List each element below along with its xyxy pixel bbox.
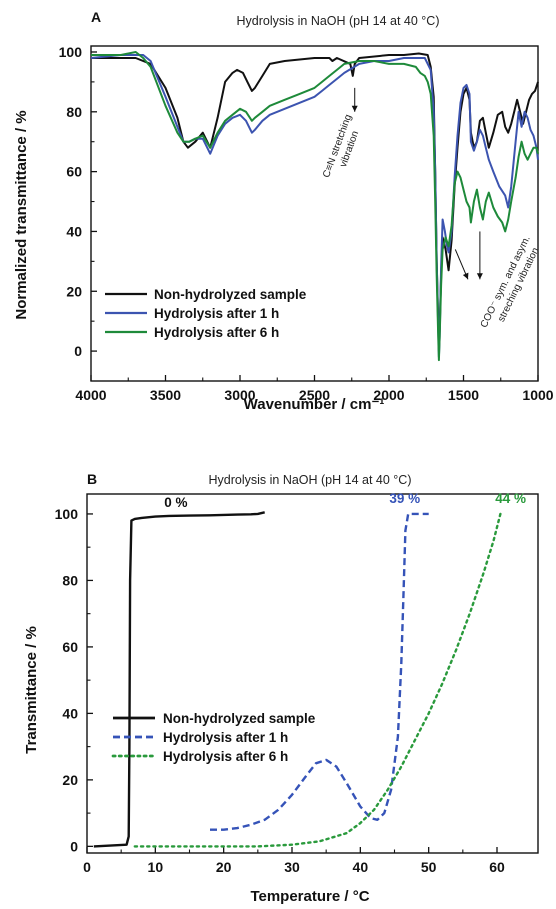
panel-a-x-tick-label: 1500: [448, 387, 479, 403]
panel-a-y-tick-label: 20: [66, 283, 82, 299]
panel-a-legend-label-3: Hydrolysis after 6 h: [154, 325, 279, 340]
panel-a-y-tick-label: 100: [59, 44, 83, 60]
panel-b-series-2-line: [210, 512, 429, 831]
panel-a-y-axis-title: Normalized transmittance / %: [13, 110, 30, 319]
panel-a-x-tick-label: 2000: [373, 387, 404, 403]
panel-b-y-tick-label: 40: [62, 705, 78, 721]
panel-a-y-tick-label: 80: [66, 104, 82, 120]
panel-b-series-3-percent-label: 44 %: [495, 491, 526, 506]
panel-b-x-tick-label: 0: [83, 859, 91, 875]
panel-a-legend-label-2: Hydrolysis after 1 h: [154, 306, 279, 321]
panel-a-x-tick-label: 2500: [299, 387, 330, 403]
panel-a-cn-arrow-head: [351, 105, 358, 112]
panel-a-x-tick-label: 3000: [224, 387, 255, 403]
panel-b-y-tick-label: 80: [62, 572, 78, 588]
panel-b-x-tick-label: 20: [216, 859, 232, 875]
panel-a-x-tick-label: 1000: [522, 387, 553, 403]
panel-b-y-tick-label: 0: [70, 838, 78, 854]
panel-a-title: Hydrolysis in NaOH (pH 14 at 40 °C): [237, 14, 440, 28]
panel-b-x-tick-label: 50: [421, 859, 437, 875]
panel-a-legend-label-1: Non-hydrolyzed sample: [154, 287, 307, 302]
panel-b-series-2-percent-label: 39 %: [389, 491, 420, 506]
panel-b-title: Hydrolysis in NaOH (pH 14 at 40 °C): [209, 473, 412, 487]
panel-a-y-tick-label: 40: [66, 223, 82, 239]
panel-b-y-tick-label: 20: [62, 772, 78, 788]
panel-a-letter: A: [91, 9, 101, 25]
panel-a-x-axis-title: Wavenumber / cm⁻¹: [244, 396, 385, 413]
panel-b-plot-frame: [86, 493, 539, 854]
panel-b-x-tick-label: 10: [148, 859, 164, 875]
panel-b-y-tick-label: 100: [55, 506, 79, 522]
panel-b-legend-label-1: Non-hydrolyzed sample: [163, 711, 316, 726]
panel-b-y-tick-label: 60: [62, 639, 78, 655]
panel-b-series-1-percent-label: 0 %: [164, 495, 187, 510]
panel-a-coo-arrow-1-head: [462, 272, 469, 280]
panel-a-y-tick-label: 60: [66, 164, 82, 180]
panel-b-legend-label-3: Hydrolysis after 6 h: [163, 749, 288, 764]
panel-a-coo-arrow-2-head: [476, 273, 483, 280]
panel-b-x-axis-title: Temperature / °C: [250, 888, 369, 905]
panel-a-y-tick-label: 0: [74, 343, 82, 359]
panel-b-x-tick-label: 60: [489, 859, 505, 875]
panel-b-series-3-line: [133, 512, 502, 848]
panel-b-x-tick-label: 30: [284, 859, 300, 875]
panel-a-x-tick-label: 4000: [75, 387, 106, 403]
panel-b-legend-label-2: Hydrolysis after 1 h: [163, 730, 288, 745]
panel-a-x-tick-label: 3500: [150, 387, 181, 403]
panel-b-y-axis-title: Transmittance / %: [23, 626, 40, 754]
panel-b-series-1-line: [93, 511, 265, 848]
panel-b-x-tick-label: 40: [353, 859, 369, 875]
panel-a-series-3-line: [91, 51, 539, 362]
panel-b-letter: B: [87, 471, 97, 487]
